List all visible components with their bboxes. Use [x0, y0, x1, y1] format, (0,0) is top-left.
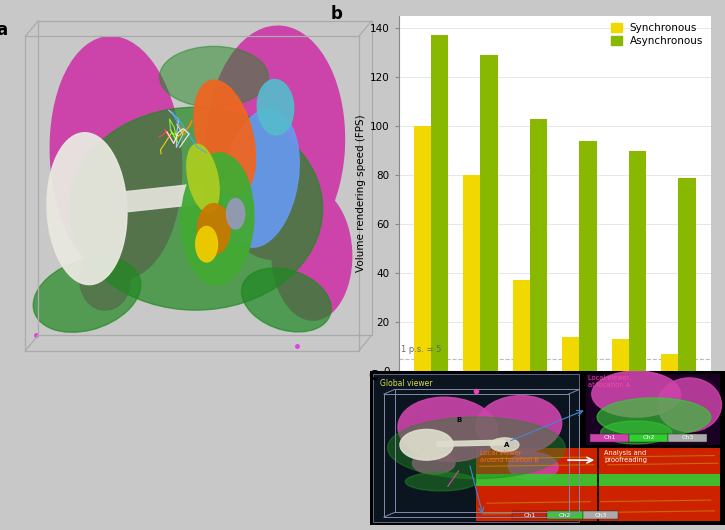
- Ellipse shape: [241, 268, 331, 332]
- Bar: [476, 448, 720, 521]
- Ellipse shape: [196, 226, 217, 262]
- Bar: [513, 280, 530, 371]
- Ellipse shape: [47, 132, 127, 285]
- Ellipse shape: [197, 204, 230, 254]
- Bar: [481, 55, 498, 371]
- Bar: [590, 434, 629, 441]
- Ellipse shape: [223, 109, 299, 247]
- Bar: [373, 374, 579, 522]
- Ellipse shape: [597, 398, 710, 436]
- Bar: [587, 374, 720, 445]
- Ellipse shape: [272, 189, 352, 320]
- Bar: [668, 434, 708, 441]
- Bar: [547, 511, 583, 519]
- Ellipse shape: [226, 199, 244, 229]
- Ellipse shape: [592, 371, 681, 417]
- Text: 1 p.s. = 5: 1 p.s. = 5: [401, 345, 442, 354]
- Legend: Synchronous, Asynchronous: Synchronous, Asynchronous: [609, 21, 705, 48]
- Ellipse shape: [400, 429, 453, 460]
- Ellipse shape: [405, 472, 476, 491]
- Text: Ch3: Ch3: [682, 435, 694, 440]
- Bar: [583, 511, 618, 519]
- Bar: [463, 175, 481, 371]
- Polygon shape: [437, 440, 505, 446]
- Bar: [476, 474, 598, 487]
- Ellipse shape: [387, 417, 566, 479]
- Ellipse shape: [194, 80, 255, 195]
- Y-axis label: Volume rendering speed (FPS): Volume rendering speed (FPS): [356, 114, 366, 272]
- Ellipse shape: [508, 453, 558, 480]
- Ellipse shape: [658, 378, 721, 432]
- Text: Local viewer,
at location A: Local viewer, at location A: [588, 375, 631, 388]
- X-axis label: Image size (gigabytes): Image size (gigabytes): [495, 394, 614, 404]
- Bar: [661, 354, 679, 371]
- Ellipse shape: [69, 107, 323, 310]
- Polygon shape: [109, 183, 203, 214]
- Bar: [611, 339, 629, 371]
- Bar: [629, 434, 668, 441]
- Bar: [629, 151, 646, 371]
- Bar: [530, 119, 547, 371]
- Ellipse shape: [187, 144, 219, 213]
- Bar: [579, 141, 597, 371]
- Text: Local viewer
around location B: Local viewer around location B: [480, 450, 539, 463]
- Bar: [431, 36, 448, 371]
- Text: b: b: [330, 5, 342, 23]
- Text: c: c: [368, 366, 378, 384]
- Ellipse shape: [181, 153, 254, 285]
- Text: Ch2: Ch2: [559, 513, 571, 518]
- Text: a: a: [0, 21, 7, 39]
- Text: Analysis and
proofreading: Analysis and proofreading: [604, 450, 647, 463]
- Ellipse shape: [600, 421, 671, 444]
- Bar: [512, 511, 547, 519]
- Text: Global viewer: Global viewer: [381, 378, 433, 387]
- Text: Ch1: Ch1: [523, 513, 536, 518]
- Text: B: B: [456, 417, 461, 423]
- Text: Ch1: Ch1: [603, 435, 616, 440]
- Bar: [598, 474, 720, 487]
- Ellipse shape: [257, 80, 294, 135]
- Bar: [413, 126, 431, 371]
- Ellipse shape: [476, 395, 562, 454]
- Ellipse shape: [50, 37, 182, 279]
- Ellipse shape: [413, 453, 455, 474]
- Text: Ch3: Ch3: [594, 513, 607, 518]
- Ellipse shape: [80, 249, 130, 310]
- Bar: [562, 337, 579, 371]
- Ellipse shape: [398, 397, 498, 462]
- Ellipse shape: [33, 258, 141, 332]
- Ellipse shape: [160, 46, 268, 107]
- Text: Ch2: Ch2: [642, 435, 655, 440]
- Bar: [679, 178, 696, 371]
- Text: A: A: [504, 442, 509, 448]
- Ellipse shape: [491, 438, 519, 452]
- Ellipse shape: [207, 26, 344, 259]
